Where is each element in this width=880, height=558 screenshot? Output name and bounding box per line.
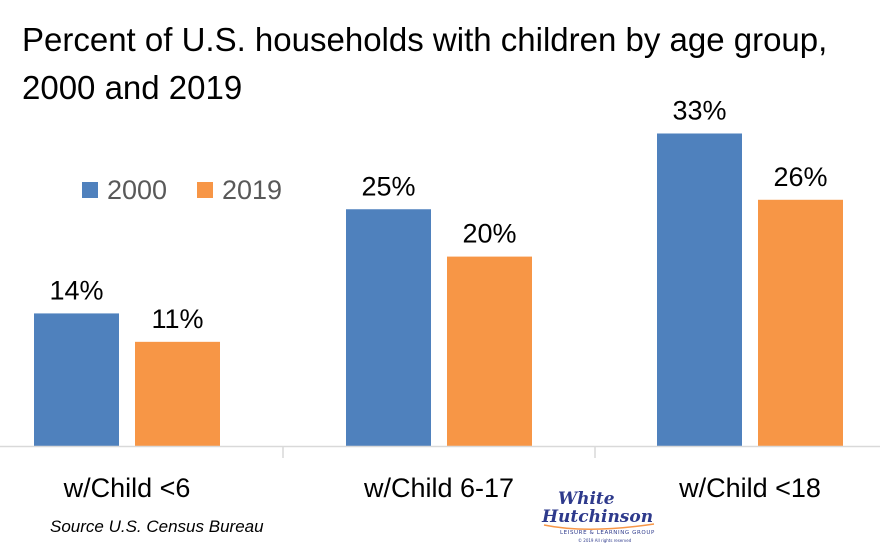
logo-swoosh	[543, 523, 655, 531]
value-label-1-2000: 14%	[49, 275, 103, 305]
category-label-1: w/Child <6	[63, 473, 191, 503]
white-hutchinson-logo: White Hutchinson LEISURE & LEARNING GROU…	[541, 489, 655, 543]
logo-copyright: © 2019 All rights reserved	[578, 538, 632, 543]
category-label-3: w/Child <18	[678, 473, 821, 503]
bar-3-2019	[758, 199, 843, 446]
value-label-3-2019: 26%	[773, 162, 827, 192]
logo-line1: White	[558, 489, 615, 509]
legend-swatch-2019	[197, 182, 213, 198]
logo-line2: Hutchinson	[541, 507, 653, 527]
chart-title: Percent of U.S. households with children…	[22, 21, 828, 106]
value-label-3-2000: 33%	[672, 95, 726, 125]
value-labels-group: 14% 11% 25% 20% 33% 26%	[49, 95, 827, 333]
bar-2-2000	[346, 209, 431, 446]
legend-swatch-2000	[82, 182, 98, 198]
legend-label-2019: 2019	[222, 175, 282, 205]
value-label-1-2019: 11%	[151, 304, 203, 334]
bar-1-2000	[34, 313, 119, 446]
bar-2-2019	[447, 256, 532, 446]
category-labels-group: w/Child <6 w/Child 6-17 w/Child <18	[63, 473, 821, 503]
bars-group	[34, 133, 843, 447]
category-label-2: w/Child 6-17	[363, 473, 514, 503]
bar-1-2019	[135, 341, 220, 446]
value-label-2-2019: 20%	[462, 219, 516, 249]
bar-3-2000	[657, 133, 742, 447]
legend-label-2000: 2000	[107, 175, 167, 205]
logo-tagline: LEISURE & LEARNING GROUP	[560, 530, 655, 536]
source-note: Source U.S. Census Bureau	[50, 517, 264, 536]
legend: 2000 2019	[82, 175, 282, 205]
x-axis-ticks	[282, 446, 596, 458]
value-label-2-2000: 25%	[361, 171, 415, 201]
